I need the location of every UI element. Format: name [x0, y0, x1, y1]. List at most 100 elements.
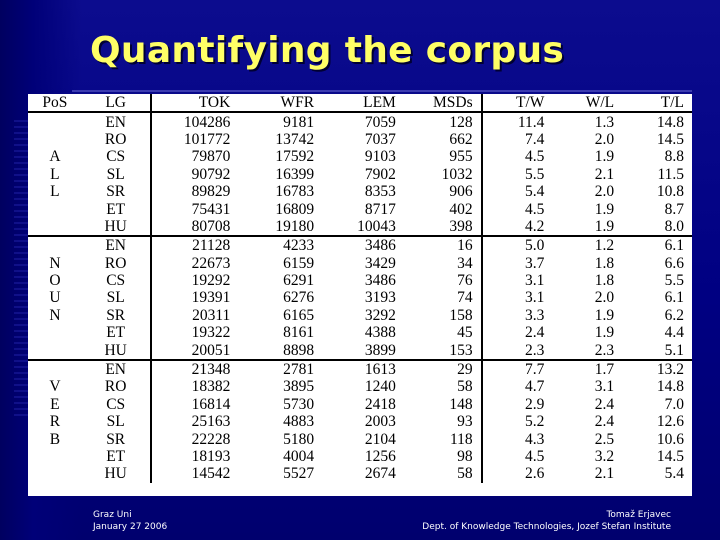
cell-lem: 3429: [364, 254, 396, 272]
cell-lem: 7037: [364, 130, 396, 148]
cell-tw: 5.2: [525, 413, 545, 431]
cell-wfr: 4004: [283, 448, 315, 465]
cell-tok: 80708: [191, 217, 231, 235]
cell-wfr: 6165: [283, 306, 315, 324]
cell-wfr: 8898: [283, 341, 315, 359]
cell-wfr: 19180: [275, 217, 315, 235]
cell-lg: SL: [81, 289, 152, 307]
cell-lg: RO: [81, 254, 152, 272]
cell-tw: 2.6: [525, 465, 545, 483]
cell-msds: 398: [403, 217, 483, 237]
cell-tl: 6.6: [664, 254, 684, 272]
cell-lg: HU: [81, 341, 152, 360]
table-row: E CS 16814 5730 2418 148 2.9 2.4 7.0: [28, 395, 692, 414]
cell-wl: 2.4: [594, 395, 615, 413]
cell-msds: 148: [403, 395, 483, 414]
table-row: A CS 79870 17592 9103 955 4.5 1.9 8.8: [28, 148, 692, 166]
cell-wl: 1.8: [594, 254, 615, 272]
cell-lem: 1256: [364, 448, 396, 465]
footer-date: January 27 2006: [93, 522, 168, 532]
cell-lem: 3193: [364, 289, 396, 307]
slide-title: Quantifying the corpus: [90, 30, 565, 71]
cell-wl: 1.8: [594, 272, 615, 290]
cell-wl: 1.9: [594, 324, 615, 342]
cell-lem: 2104: [364, 430, 396, 448]
cell-msds: 158: [403, 306, 483, 325]
cell-wfr: 2781: [238, 358, 323, 379]
cell-tw: 5.4: [525, 183, 545, 201]
cell-tw: 4.5: [525, 148, 545, 166]
cell-wfr: 16783: [275, 183, 315, 201]
footer-left: Graz Uni January 27 2006: [93, 509, 167, 533]
cell-wfr: 6159: [283, 254, 315, 272]
table-row: HU 80708 19180 10043 398 4.2 1.9 8.0: [28, 217, 692, 237]
cell-lg: CS: [81, 395, 152, 414]
cell-tw: 4.3: [525, 430, 545, 448]
cell-lem: 3486: [322, 235, 404, 255]
cell-msds: 58: [403, 465, 483, 483]
cell-tl: 5.1: [664, 341, 684, 359]
cell-tw: 11.4: [481, 111, 553, 131]
cell-wfr: 13742: [275, 130, 315, 148]
cell-lg: ET: [81, 447, 152, 466]
cell-tw: 5.5: [525, 165, 545, 183]
cell-lem: 10043: [357, 217, 396, 235]
cell-tw: 4.7: [525, 378, 545, 396]
header-tl: T/L: [622, 94, 692, 113]
pos-cell: [28, 448, 82, 465]
cell-tw: 4.5: [525, 200, 545, 218]
cell-wl: 2.1: [594, 165, 615, 183]
pos-cell: [28, 358, 82, 379]
cell-wl: 2.0: [594, 183, 615, 201]
pos-cell: V: [49, 378, 61, 396]
pos-cell: E: [50, 395, 60, 413]
cell-lem: 2674: [364, 465, 396, 483]
cell-tok: 79870: [191, 148, 231, 166]
cell-lg: EN: [81, 235, 152, 255]
cell-lem: 8717: [364, 200, 396, 218]
cell-lg: HU: [81, 465, 152, 483]
cell-lem: 3486: [364, 272, 396, 290]
cell-lg: EN: [81, 358, 152, 379]
cell-msds: 98: [403, 447, 483, 466]
header-pos: PoS: [28, 94, 82, 113]
cell-tl: 6.2: [664, 306, 684, 324]
cell-lg: RO: [81, 130, 152, 149]
footer-venue: Graz Uni: [93, 510, 132, 520]
cell-tl: 4.4: [664, 324, 684, 342]
cell-lg: CS: [81, 148, 152, 166]
cell-msds: 16: [403, 235, 483, 255]
cell-tl: 10.8: [656, 183, 684, 201]
cell-wfr: 5527: [283, 465, 315, 483]
cell-tl: 8.8: [664, 148, 684, 166]
table-row: ET 19322 8161 4388 45 2.4 1.9 4.4: [28, 324, 692, 342]
cell-wl: 1.7: [552, 358, 623, 379]
cell-msds: 662: [403, 130, 483, 149]
pos-cell: B: [49, 430, 61, 448]
cell-wfr: 17592: [275, 148, 315, 166]
header-tw: T/W: [481, 94, 553, 113]
pos-cell: A: [49, 148, 61, 166]
cell-wl: 1.2: [552, 235, 623, 255]
cell-tok: 16814: [191, 395, 231, 413]
pos-cell: [28, 235, 82, 255]
cell-lem: 4388: [364, 324, 396, 342]
pos-cell: [28, 341, 82, 359]
cell-tl: 5.4: [664, 465, 684, 483]
cell-msds: 402: [403, 200, 483, 218]
cell-wfr: 8161: [283, 324, 315, 342]
pos-cell: O: [49, 272, 61, 290]
cell-wfr: 4233: [238, 235, 323, 255]
header-lg: LG: [81, 94, 152, 113]
cell-lem: 9103: [364, 148, 396, 166]
cell-lem: 1613: [322, 358, 404, 379]
cell-lg: EN: [81, 111, 152, 131]
cell-tl: 14.5: [656, 448, 684, 465]
cell-msds: 118: [403, 430, 483, 448]
header-lem: LEM: [322, 94, 404, 113]
cell-tw: 3.7: [525, 254, 545, 272]
cell-tok: 25163: [191, 413, 231, 431]
cell-msds: 74: [403, 289, 483, 307]
cell-tl: 8.7: [664, 200, 684, 218]
cell-tw: 2.4: [525, 324, 545, 342]
